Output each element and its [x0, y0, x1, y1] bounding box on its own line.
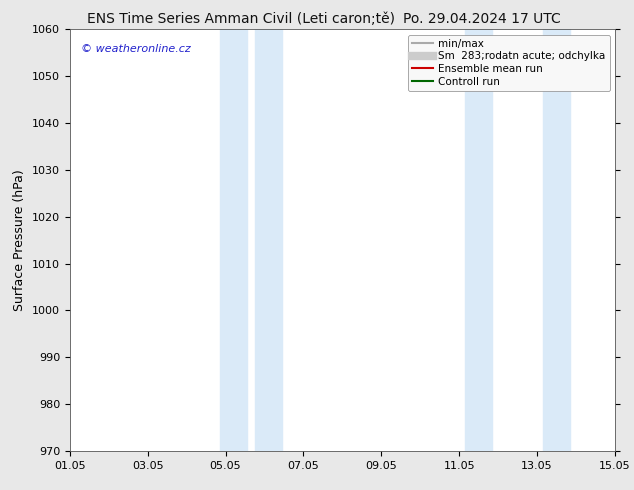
Bar: [543, 29, 570, 451]
Legend: min/max, Sm  283;rodatn acute; odchylka, Ensemble mean run, Controll run: min/max, Sm 283;rodatn acute; odchylka, …: [408, 35, 610, 91]
Text: Po. 29.04.2024 17 UTC: Po. 29.04.2024 17 UTC: [403, 12, 560, 26]
Bar: [465, 29, 492, 451]
Bar: [255, 29, 282, 451]
Y-axis label: Surface Pressure (hPa): Surface Pressure (hPa): [13, 169, 27, 311]
Text: ENS Time Series Amman Civil (Leti caron;tě): ENS Time Series Amman Civil (Leti caron;…: [87, 12, 395, 26]
Bar: [219, 29, 247, 451]
Text: © weatheronline.cz: © weatheronline.cz: [81, 44, 190, 54]
